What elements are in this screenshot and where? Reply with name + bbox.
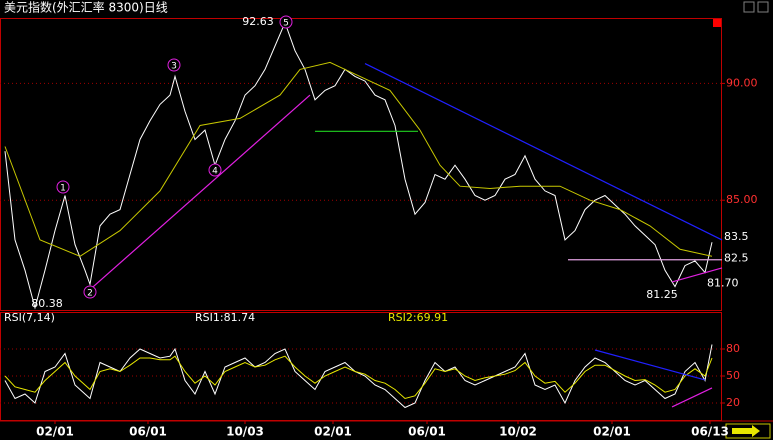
trendline [671,387,713,408]
price-frame [0,18,722,311]
wave-circle [83,285,97,299]
wave-label: 3 [171,62,177,72]
x-tick-label: 06/13 [691,425,729,439]
wave-label: 5 [283,19,289,29]
wave-circle [56,180,70,194]
window-button[interactable] [743,1,755,13]
trendline [87,94,311,292]
annotation: 82.5 [724,252,749,265]
corner-marker [713,19,721,27]
scroll-arrow[interactable] [732,425,760,437]
trendline [364,63,723,241]
annotation: 81.25 [646,288,678,301]
legend-entry: RSI2:69.91 [388,311,448,324]
y-tick-label: 90.00 [726,76,758,89]
scroll-box[interactable] [725,423,771,439]
wave-circle [279,15,293,29]
x-tick-label: 02/01 [314,425,352,439]
chart-title: 美元指数(外汇汇率 8300)日线 [4,0,168,15]
y-tick-label: 50 [726,369,740,382]
annotation: 81.70 [707,276,739,289]
wave-label: 1 [60,184,66,194]
x-tick-label: 06/01 [408,425,446,439]
annotation: 92.63 [242,15,274,28]
wave-label: 2 [87,289,93,299]
wave-circle [208,163,222,177]
series-line [4,355,713,400]
trendline [594,349,706,381]
annotation: 83.5 [724,230,749,243]
wave-circle [167,58,181,72]
series-line [4,21,713,310]
y-tick-label: 80 [726,342,740,355]
y-tick-label: 85.00 [726,193,758,206]
y-tick-label: 20 [726,396,740,409]
trendline [671,267,723,283]
legend-entry: RSI1:81.74 [195,311,255,324]
series-line [4,61,713,257]
x-tick-label: 02/01 [593,425,631,439]
window-button[interactable] [757,1,769,13]
wave-label: 4 [212,167,218,177]
x-tick-label: 10/03 [226,425,264,439]
x-tick-label: 06/01 [129,425,167,439]
annotation: 80.38 [31,297,63,310]
x-tick-label: 02/01 [36,425,74,439]
x-tick-label: 10/02 [499,425,537,439]
rsi-title: RSI(7,14) [4,311,55,324]
